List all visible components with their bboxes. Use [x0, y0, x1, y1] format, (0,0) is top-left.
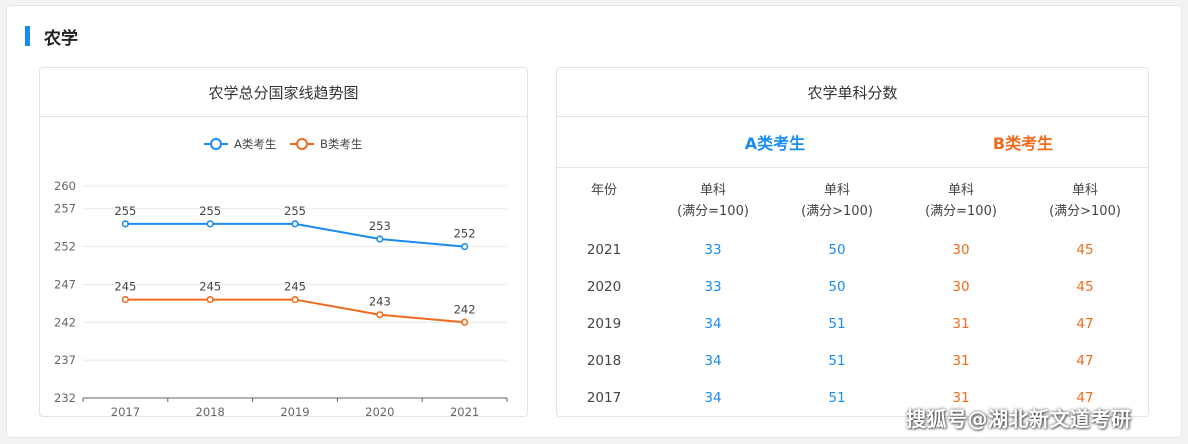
cell-year: 2019	[586, 316, 622, 332]
header-a-100: 单科 (满分=100)	[677, 183, 749, 219]
cell-a-100: 34	[704, 390, 722, 406]
cell-b-over100: 47	[1076, 353, 1094, 369]
cell-a-100: 33	[704, 279, 722, 295]
table-row: 2021 33 50 30 45	[557, 232, 1148, 269]
data-label: 242	[454, 302, 476, 316]
x-tick-label: 2018	[196, 405, 225, 417]
y-tick-label: 237	[54, 353, 76, 367]
y-tick-label: 252	[54, 240, 76, 254]
x-tick-label: 2017	[111, 405, 140, 417]
group-header-row: A类考生 B类考生	[557, 117, 1148, 168]
table-header-row: 年份 单科 (满分=100) 单科 (满分>100) 单科 (满分=100) 单科 (满…	[557, 180, 1148, 224]
header-b-100: 单科 (满分=100)	[925, 183, 997, 219]
cell-b-100: 31	[952, 353, 970, 369]
cell-a-over100: 50	[828, 279, 846, 295]
legend-label: B类考生	[320, 137, 362, 151]
section-accent-bar	[25, 26, 30, 46]
cell-b-100: 30	[952, 279, 970, 295]
cell-year: 2018	[586, 353, 622, 369]
y-tick-label: 247	[54, 277, 76, 291]
cell-year: 2020	[586, 279, 622, 295]
data-point	[291, 220, 299, 228]
table-title: 农学单科分数	[557, 68, 1148, 117]
cell-a-100: 34	[704, 316, 722, 332]
header-a-over100: 单科 (满分>100)	[801, 183, 873, 219]
table-row: 2018 34 51 31 47	[557, 343, 1148, 380]
data-point	[291, 295, 299, 304]
data-label: 245	[199, 280, 221, 294]
legend-label: A类考生	[234, 137, 276, 151]
data-point	[461, 242, 469, 251]
table-card: 农学单科分数 A类考生 B类考生 年份 单科 (满分=100) 单科 (满分>100…	[556, 67, 1149, 417]
data-point	[121, 220, 129, 228]
y-tick-label: 260	[54, 179, 76, 193]
cell-a-over100: 51	[828, 353, 846, 369]
line-chart: 260 257 252 247 242 237 232 2017 2018 2019 2020 202…	[54, 137, 508, 417]
cell-b-over100: 47	[1076, 316, 1094, 332]
data-label: 255	[284, 204, 306, 218]
legend-marker	[296, 138, 308, 150]
legend-marker	[210, 138, 222, 150]
content-panel: 农学 农学总分国家线趋势图 260 257 252 247 242 237 232 2017 2…	[6, 5, 1182, 438]
x-tick-label: 2021	[450, 405, 479, 417]
data-point	[376, 311, 384, 319]
cell-a-over100: 50	[828, 242, 846, 258]
data-label: 245	[114, 280, 136, 294]
group-b-label: B类考生	[992, 134, 1054, 153]
data-label: 243	[369, 295, 391, 309]
data-label: 245	[284, 280, 306, 294]
data-point	[461, 318, 469, 326]
cell-b-over100: 45	[1076, 279, 1094, 295]
table-row: 2017 34 51 31 47	[557, 380, 1148, 416]
cell-b-over100: 45	[1076, 242, 1094, 258]
cell-b-over100: 47	[1076, 390, 1094, 406]
data-point	[206, 220, 214, 228]
cell-b-100: 31	[952, 316, 970, 332]
table-row: 2020 33 50 30 45	[557, 269, 1148, 306]
y-tick-label: 242	[54, 315, 76, 329]
cell-year: 2021	[586, 242, 622, 258]
cell-b-100: 30	[952, 242, 970, 258]
header-b-over100: 单科 (满分>100)	[1049, 183, 1121, 219]
data-label: 255	[114, 204, 136, 218]
x-tick-label: 2020	[365, 405, 394, 417]
data-label: 255	[199, 204, 221, 218]
header-year: 年份	[590, 183, 617, 198]
section-title: 农学	[44, 28, 78, 49]
data-point	[121, 295, 129, 304]
group-a-label: A类考生	[744, 134, 806, 153]
cell-a-100: 34	[704, 353, 722, 369]
cell-b-100: 31	[952, 390, 970, 406]
chart-title: 农学总分国家线趋势图	[40, 68, 527, 117]
chart-card: 农学总分国家线趋势图 260 257 252 247 242 237 232 2017 2018…	[39, 67, 528, 417]
cell-year: 2017	[586, 390, 622, 406]
x-tick-label: 2019	[280, 405, 309, 417]
cell-a-over100: 51	[828, 316, 846, 332]
data-point	[206, 295, 214, 304]
watermark: 搜狐号@湖北新文道考研	[906, 407, 1132, 431]
data-label: 253	[369, 219, 391, 233]
cell-a-100: 33	[704, 242, 722, 258]
table-row: 2019 34 51 31 47	[557, 306, 1148, 343]
section-header: 农学	[25, 26, 78, 49]
data-label: 252	[454, 227, 476, 241]
y-tick-label: 232	[54, 391, 76, 405]
cell-a-over100: 51	[828, 390, 846, 406]
y-tick-label: 257	[54, 202, 76, 216]
data-point	[376, 235, 384, 243]
